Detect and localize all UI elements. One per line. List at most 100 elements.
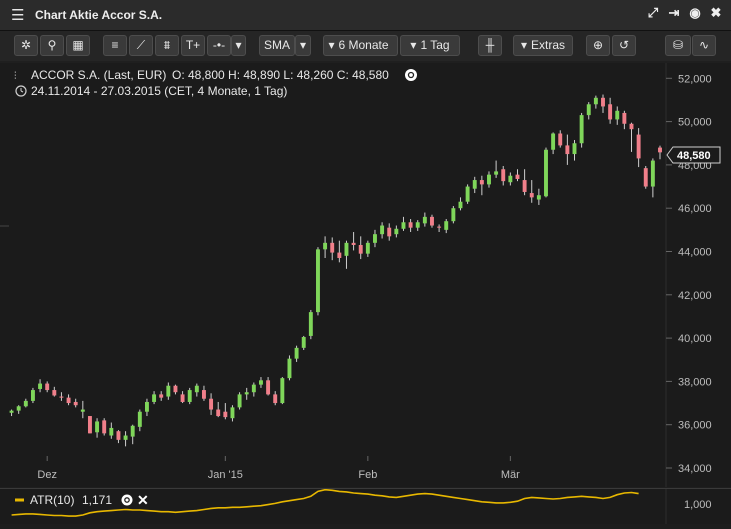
horizontal-line-icon[interactable]: -•- (207, 35, 231, 56)
candle (394, 225, 399, 238)
candle-body (52, 390, 57, 396)
candle (137, 409, 142, 432)
y-tick-label: 36,000 (678, 420, 712, 432)
toolbar: ✲ ⚲ ▦ ≡ ⟋ ⩩ T+ -•- ▾ SMA ▾ ▾ 6 Monate ▾ 1 … (0, 31, 731, 61)
draw-line-icon[interactable]: ⟋ (129, 35, 153, 56)
candle-body (223, 411, 228, 418)
candle (351, 232, 356, 251)
candle-body (16, 406, 21, 411)
fibonacci-icon[interactable]: ⩩ (155, 35, 179, 56)
search-icon[interactable]: ⚲ (40, 35, 64, 56)
extras-select[interactable]: ▾ Extras (513, 35, 573, 56)
expand-icon[interactable]: ⤢ (647, 5, 659, 20)
atr-indicator-panel[interactable]: ATR(10) 1,171 ✕ 1,000 (0, 488, 731, 524)
candle (152, 391, 157, 405)
close-icon[interactable]: ✖ (710, 5, 722, 20)
x-tick-label: Mär (501, 469, 520, 481)
candle-body (216, 409, 221, 417)
candle-body (251, 384, 256, 393)
candle-body (45, 383, 50, 391)
candle (30, 387, 35, 404)
grid (0, 78, 666, 468)
atr-settings-icon[interactable] (121, 494, 133, 506)
candle (458, 197, 463, 211)
candle (451, 206, 456, 224)
candle (586, 102, 591, 120)
atr-close-icon[interactable]: ✕ (137, 492, 149, 508)
atr-svg: ATR(10) 1,171 ✕ 1,000 (11, 488, 712, 524)
candle-body (137, 411, 142, 427)
candle (658, 145, 662, 160)
text-tool-icon[interactable]: T+ (181, 35, 205, 56)
extras-label: Extras (531, 38, 566, 52)
candle-body (330, 242, 335, 253)
candle (187, 387, 192, 405)
candle (501, 165, 506, 186)
price-chart-area[interactable]: 34,000 36,000 38,000 40,000 42,000 44,000 46,0… (0, 63, 731, 487)
candle (344, 240, 349, 269)
candle-body (444, 221, 449, 230)
candle-body (280, 378, 285, 404)
settings-gear-icon[interactable]: ✲ (14, 35, 38, 56)
candle (223, 403, 228, 420)
candle-body (373, 234, 377, 243)
candle (201, 385, 206, 401)
candle-body (601, 97, 605, 107)
candle (544, 147, 548, 198)
candle (266, 377, 271, 396)
grid-layout-icon[interactable]: ▦ (66, 35, 90, 56)
record-icon[interactable]: ◉ (689, 5, 701, 20)
candle (73, 398, 78, 408)
instrument-icon: ⫶ (14, 71, 17, 82)
candle (422, 212, 427, 227)
candle-body (586, 104, 591, 116)
price-chart-svg[interactable]: 34,000 36,000 38,000 40,000 42,000 44,000 46,0… (0, 63, 731, 487)
indicator-chevron-down-icon[interactable]: ▾ (295, 35, 311, 56)
compare-icon[interactable]: ⛁ (665, 35, 691, 56)
candle (259, 377, 263, 388)
candle (66, 394, 71, 406)
candle-body (572, 143, 577, 155)
candle (194, 383, 199, 397)
indicator-select[interactable]: SMA (259, 35, 295, 56)
candle (551, 132, 556, 155)
candle (401, 216, 406, 231)
candlestick-icon[interactable]: ╫ (478, 35, 502, 56)
candle-body (650, 160, 655, 187)
y-axis: 34,000 36,000 38,000 40,000 42,000 44,000 46,0… (666, 73, 712, 475)
interval-select[interactable]: ▾ 1 Tag (400, 35, 460, 56)
candle (123, 431, 128, 447)
candle (522, 169, 527, 196)
candle-body (87, 416, 92, 434)
candle (515, 169, 520, 182)
candle-body (323, 242, 328, 250)
candle-body (622, 112, 627, 124)
candle-body (308, 312, 313, 336)
candle (373, 229, 377, 248)
candle-body (316, 249, 320, 313)
export-icon[interactable]: ⇥ (668, 5, 680, 20)
list-icon[interactable]: ≡ (103, 35, 127, 56)
tools-dropdown-chevron-down-icon[interactable]: ▾ (231, 35, 246, 56)
candle-body (380, 225, 385, 235)
atr-line (11, 488, 639, 517)
candle-body (38, 383, 43, 389)
candle-body (629, 123, 634, 130)
undo-icon[interactable]: ↺ (612, 35, 636, 56)
series-settings-icon[interactable] (405, 69, 417, 81)
zoom-in-icon[interactable]: ⊕ (586, 35, 610, 56)
candle (116, 430, 121, 444)
range-select[interactable]: ▾ 6 Monate (323, 35, 398, 56)
candle (601, 94, 605, 113)
candle-body (66, 397, 71, 404)
candle (45, 381, 50, 393)
candle-body (593, 97, 598, 105)
candle (636, 128, 641, 168)
candle (408, 219, 413, 233)
candle-body (294, 347, 299, 359)
x-axis: Dez Jan '15 Feb Mär (37, 456, 520, 481)
clock-icon (15, 85, 27, 97)
indicator-wave-icon[interactable]: ∿ (692, 35, 716, 56)
hamburger-menu-icon[interactable]: ☰ (11, 7, 25, 24)
candle-body (166, 385, 171, 397)
